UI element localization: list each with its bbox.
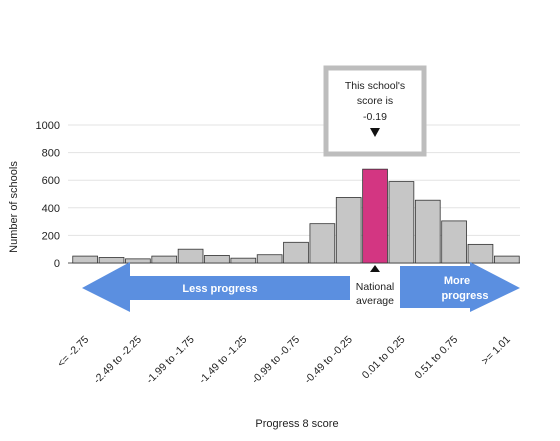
bar: [414, 199, 441, 264]
school-score-callout: This school's score is -0.19: [323, 65, 427, 157]
y-tick-label: 400: [42, 203, 60, 215]
x-tick-label: -0.49 to -0.25: [302, 334, 355, 387]
bar: [177, 248, 204, 264]
x-tick-labels: <= -2.75 -2.49 to -2.25 -1.99 to -1.75 -1.4…: [55, 334, 513, 387]
x-tick-label: 0.51 to 0.75: [413, 334, 461, 382]
x-axis-label: Progress 8 score: [255, 418, 338, 430]
bar: [283, 241, 309, 264]
national-average-marker: National average: [356, 265, 395, 307]
less-progress-arrow: Less progress: [82, 262, 350, 312]
bar: [125, 258, 151, 264]
x-tick-label: -2.49 to -2.25: [91, 334, 144, 387]
bar: [72, 255, 99, 264]
more-progress-label-1: More: [444, 275, 470, 287]
national-average-label-1: National: [356, 281, 395, 293]
y-tick-label: 800: [42, 148, 60, 160]
bar: [151, 255, 178, 264]
callout-down-triangle-icon: [370, 128, 380, 137]
x-tick-label: -0.99 to -0.75: [249, 334, 302, 387]
bar: [309, 223, 336, 264]
y-tick-labels: 0 200 400 600 800 1000: [36, 120, 60, 270]
bar-highlight: [362, 168, 388, 264]
bar: [230, 257, 257, 264]
bar: [441, 220, 467, 264]
x-tick-label: >= 1.01: [479, 334, 513, 368]
national-average-label-2: average: [356, 295, 394, 307]
callout-line-1: This school's: [345, 80, 405, 92]
average-up-triangle-icon: [370, 265, 380, 272]
less-progress-label: Less progress: [182, 283, 257, 295]
more-progress-arrow: More progress: [400, 262, 520, 312]
x-tick-label: -1.49 to -1.25: [197, 334, 250, 387]
bars: [72, 168, 520, 264]
more-progress-label-2: progress: [441, 290, 488, 302]
y-tick-label: 200: [42, 230, 60, 242]
x-tick-label: <= -2.75: [55, 334, 91, 370]
bar: [388, 181, 415, 264]
bar: [204, 255, 230, 264]
less-progress-arrow-shape: [82, 262, 350, 312]
y-tick-label: 0: [54, 258, 60, 270]
bar: [256, 254, 283, 264]
y-tick-label: 600: [42, 175, 60, 187]
x-tick-label: -1.99 to -1.75: [144, 334, 197, 387]
more-progress-arrow-shape: [400, 262, 520, 312]
y-axis-label: Number of schools: [8, 161, 20, 253]
callout-score: -0.19: [363, 111, 387, 123]
bar: [493, 255, 520, 264]
callout-line-2: score is: [357, 95, 393, 107]
bar: [98, 257, 125, 264]
y-tick-label: 1000: [36, 120, 60, 132]
bar: [335, 197, 362, 264]
bar: [467, 243, 494, 264]
x-tick-label: 0.01 to 0.25: [360, 334, 408, 382]
callout-box: [323, 65, 427, 157]
